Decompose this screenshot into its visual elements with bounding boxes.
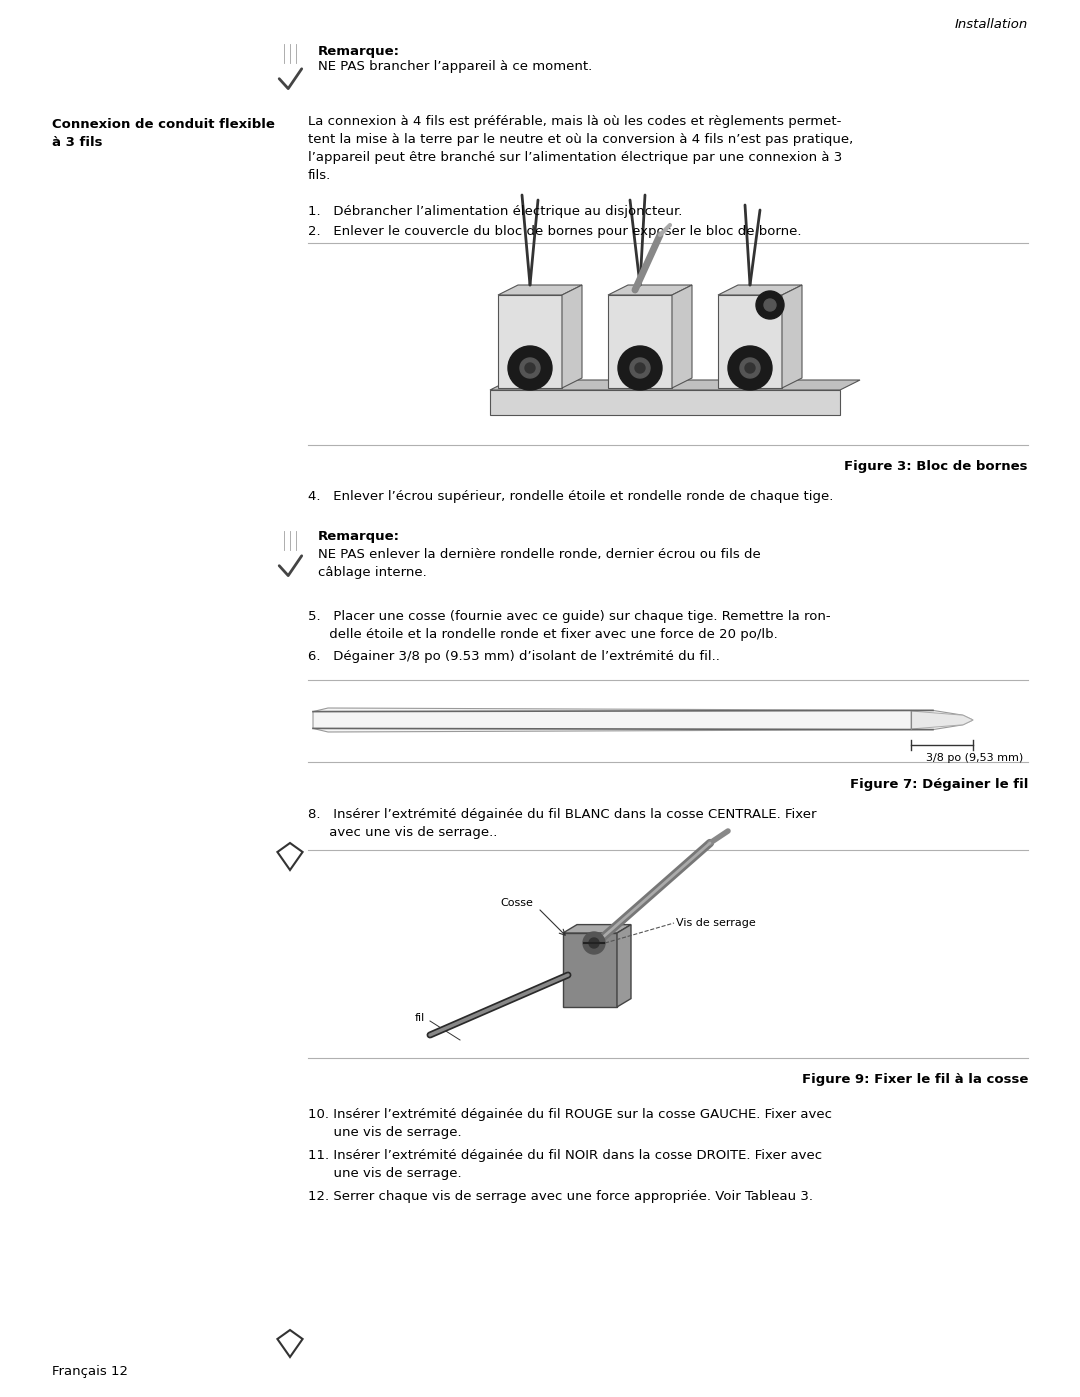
Text: fils.: fils. xyxy=(308,169,332,182)
Circle shape xyxy=(745,363,755,373)
Text: 6.   Dégainer 3/8 po (9.53 mm) d’isolant de l’extrémité du fil..: 6. Dégainer 3/8 po (9.53 mm) d’isolant d… xyxy=(308,650,720,664)
Polygon shape xyxy=(563,933,617,1007)
Polygon shape xyxy=(490,380,860,390)
Text: 2.   Enlever le couvercle du bloc de bornes pour exposer le bloc de borne.: 2. Enlever le couvercle du bloc de borne… xyxy=(308,225,801,237)
Polygon shape xyxy=(672,285,692,388)
Text: câblage interne.: câblage interne. xyxy=(318,566,427,578)
Text: Figure 7: Dégainer le fil: Figure 7: Dégainer le fil xyxy=(850,778,1028,791)
Text: une vis de serrage.: une vis de serrage. xyxy=(308,1126,461,1139)
Circle shape xyxy=(618,346,662,390)
Circle shape xyxy=(630,358,650,379)
Text: fil: fil xyxy=(415,1013,426,1023)
Text: Remarque:: Remarque: xyxy=(318,45,400,59)
Polygon shape xyxy=(313,708,973,732)
Text: 12. Serrer chaque vis de serrage avec une force appropriée. Voir Tableau 3.: 12. Serrer chaque vis de serrage avec un… xyxy=(308,1190,813,1203)
Circle shape xyxy=(728,346,772,390)
Polygon shape xyxy=(563,925,631,933)
Text: 10. Insérer l’extrémité dégainée du fil ROUGE sur la cosse GAUCHE. Fixer avec: 10. Insérer l’extrémité dégainée du fil … xyxy=(308,1108,832,1120)
Circle shape xyxy=(756,291,784,319)
Circle shape xyxy=(589,937,599,949)
Circle shape xyxy=(519,358,540,379)
Circle shape xyxy=(740,358,760,379)
Polygon shape xyxy=(617,925,631,1007)
Text: Figure 9: Fixer le fil à la cosse: Figure 9: Fixer le fil à la cosse xyxy=(801,1073,1028,1085)
Text: une vis de serrage.: une vis de serrage. xyxy=(308,1166,461,1180)
Circle shape xyxy=(635,363,645,373)
Text: tent la mise à la terre par le neutre et où la conversion à 4 fils n’est pas pra: tent la mise à la terre par le neutre et… xyxy=(308,133,853,147)
Circle shape xyxy=(764,299,777,312)
Text: l’appareil peut être branché sur l’alimentation électrique par une connexion à 3: l’appareil peut être branché sur l’alime… xyxy=(308,151,842,163)
Text: Remarque:: Remarque: xyxy=(318,529,400,543)
Text: 5.   Placer une cosse (fournie avec ce guide) sur chaque tige. Remettre la ron-: 5. Placer une cosse (fournie avec ce gui… xyxy=(308,610,831,623)
Polygon shape xyxy=(912,711,973,729)
Text: Installation: Installation xyxy=(955,18,1028,31)
Polygon shape xyxy=(718,285,802,295)
Text: NE PAS brancher l’appareil à ce moment.: NE PAS brancher l’appareil à ce moment. xyxy=(318,60,592,73)
Text: delle étoile et la rondelle ronde et fixer avec une force de 20 po/lb.: delle étoile et la rondelle ronde et fix… xyxy=(308,629,778,641)
Text: Figure 3: Bloc de bornes: Figure 3: Bloc de bornes xyxy=(845,460,1028,474)
Polygon shape xyxy=(490,390,840,415)
Text: Vis de serrage: Vis de serrage xyxy=(676,918,756,928)
Text: 8.   Insérer l’extrémité dégainée du fil BLANC dans la cosse CENTRALE. Fixer: 8. Insérer l’extrémité dégainée du fil B… xyxy=(308,807,816,821)
Polygon shape xyxy=(608,295,672,388)
Text: 3/8 po (9,53 mm): 3/8 po (9,53 mm) xyxy=(926,753,1023,763)
Text: Connexion de conduit flexible: Connexion de conduit flexible xyxy=(52,117,275,131)
Polygon shape xyxy=(498,285,582,295)
Circle shape xyxy=(508,346,552,390)
Text: à 3 fils: à 3 fils xyxy=(52,136,103,149)
Circle shape xyxy=(583,932,605,954)
Text: 11. Insérer l’extrémité dégainée du fil NOIR dans la cosse DROITE. Fixer avec: 11. Insérer l’extrémité dégainée du fil … xyxy=(308,1148,822,1162)
Text: avec une vis de serrage..: avec une vis de serrage.. xyxy=(308,826,498,840)
Text: La connexion à 4 fils est préférable, mais là où les codes et règlements permet-: La connexion à 4 fils est préférable, ma… xyxy=(308,115,841,129)
Circle shape xyxy=(525,363,535,373)
Text: 4.   Enlever l’écrou supérieur, rondelle étoile et rondelle ronde de chaque tige: 4. Enlever l’écrou supérieur, rondelle é… xyxy=(308,490,834,503)
Polygon shape xyxy=(782,285,802,388)
Polygon shape xyxy=(718,295,782,388)
Polygon shape xyxy=(562,285,582,388)
Text: 1.   Débrancher l’alimentation électrique au disjoncteur.: 1. Débrancher l’alimentation électrique … xyxy=(308,205,683,218)
Polygon shape xyxy=(608,285,692,295)
Text: NE PAS enlever la dernière rondelle ronde, dernier écrou ou fils de: NE PAS enlever la dernière rondelle rond… xyxy=(318,548,760,562)
Polygon shape xyxy=(498,295,562,388)
Text: Cosse: Cosse xyxy=(500,898,534,908)
Text: Français 12: Français 12 xyxy=(52,1365,129,1377)
